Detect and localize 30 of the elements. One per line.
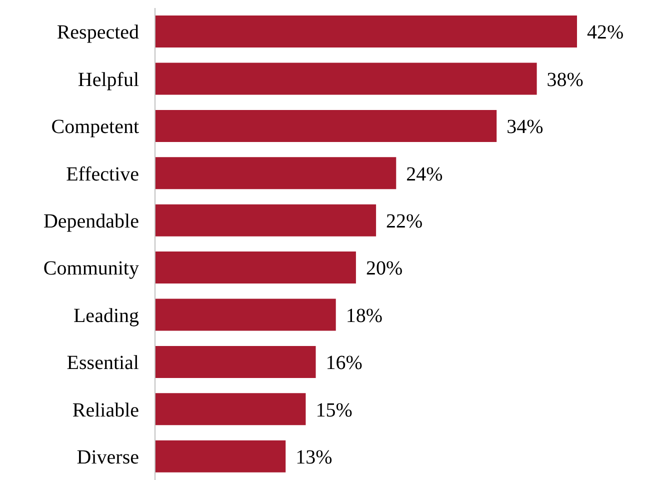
data-label: 22% (386, 210, 423, 232)
bar (155, 16, 577, 48)
bar (155, 440, 286, 472)
y-tick-label: Competent (51, 116, 140, 138)
y-tick-label: Effective (66, 163, 140, 186)
data-label: 34% (506, 116, 544, 138)
bar (155, 346, 316, 378)
bar (155, 204, 376, 236)
data-label: 42% (587, 22, 624, 44)
y-tick-label: Helpful (78, 68, 140, 91)
y-tick-label: Leading (73, 304, 139, 327)
y-tick-label: Respected (56, 22, 139, 44)
data-label: 16% (326, 352, 362, 374)
data-label: 18% (346, 304, 383, 327)
y-tick-label: Reliable (72, 399, 140, 422)
y-tick-label: Essential (66, 352, 140, 374)
data-label: 15% (316, 399, 352, 422)
y-tick-label: Dependable (43, 210, 140, 232)
data-label: 13% (296, 446, 332, 468)
y-tick-label: Diverse (76, 446, 140, 468)
bar (155, 62, 537, 95)
bar (155, 393, 306, 426)
data-label: 24% (406, 163, 443, 186)
bar (155, 157, 396, 190)
data-label: 38% (546, 68, 584, 91)
bar (155, 110, 497, 142)
bar (155, 252, 356, 284)
bar (155, 298, 336, 331)
y-tick-label: Community (43, 258, 139, 280)
data-label: 20% (366, 258, 403, 280)
